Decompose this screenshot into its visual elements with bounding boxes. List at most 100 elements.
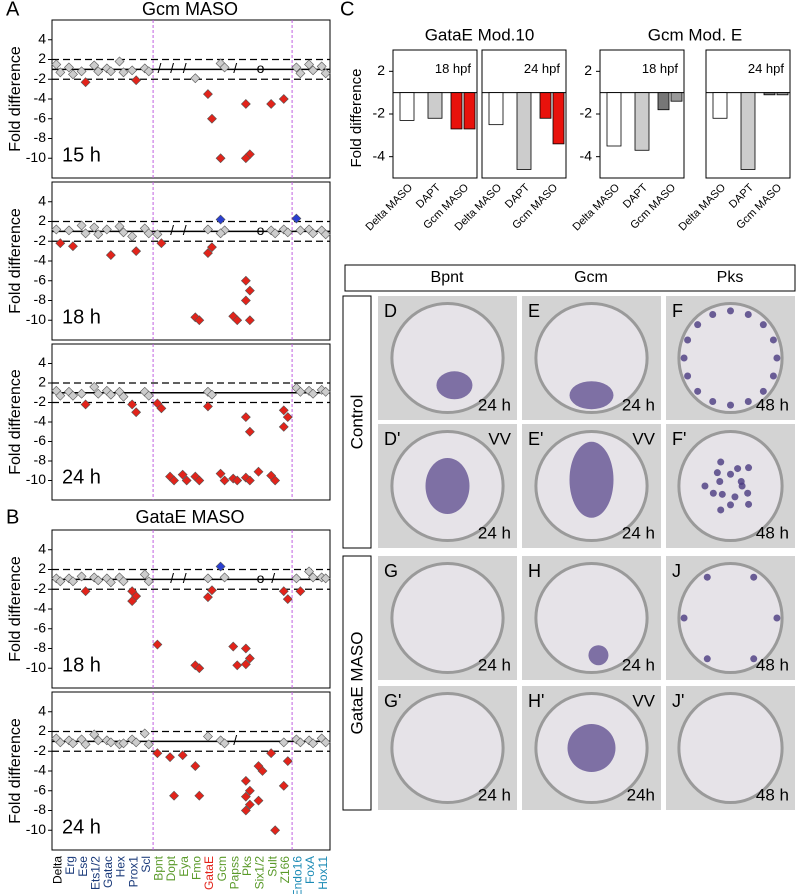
y-tick-label: -8	[34, 291, 47, 307]
stain	[727, 402, 734, 409]
data-point	[128, 66, 137, 75]
data-point	[292, 574, 301, 583]
column-header: Bpnt	[431, 269, 464, 286]
data-point	[178, 751, 187, 760]
data-point	[153, 640, 162, 649]
stage-label: 24 h	[622, 395, 655, 414]
not-measured-mark: /	[183, 60, 187, 76]
stain	[745, 501, 752, 508]
stain	[704, 574, 711, 581]
bar	[607, 93, 621, 146]
stain	[744, 490, 751, 497]
bar	[464, 93, 475, 129]
column-header: Gcm	[574, 269, 608, 286]
subtitle: 18 hpf	[435, 61, 472, 76]
stain	[727, 307, 734, 314]
not-measured-mark: /	[233, 60, 237, 76]
y-tick-label: 2	[38, 560, 46, 576]
data-point	[283, 757, 292, 766]
panel-title: GataE MASO	[135, 507, 244, 527]
bar	[671, 93, 682, 102]
stain	[588, 645, 608, 665]
view-label: VV	[488, 429, 511, 448]
panel-title: Gcm MASO	[142, 0, 238, 19]
bar	[517, 93, 531, 170]
y-axis-label: Fold difference	[7, 208, 24, 314]
data-point	[254, 796, 263, 805]
data-point	[245, 286, 254, 295]
time-label: 24 h	[62, 466, 101, 488]
stain	[716, 478, 723, 485]
data-point	[77, 221, 86, 230]
y-tick-label: -8	[34, 801, 47, 817]
stain	[760, 388, 767, 395]
stain	[568, 724, 616, 772]
y-tick-label: 2	[377, 62, 385, 78]
data-point	[279, 422, 288, 431]
y-tick-label: 2	[38, 50, 46, 66]
not-measured-mark: /	[170, 222, 174, 238]
y-axis-label: Fold difference	[7, 46, 24, 152]
y-tick-label: -2	[34, 232, 47, 248]
x-tick-label: Delta MASO	[676, 181, 728, 233]
bar	[777, 93, 788, 95]
stain	[684, 373, 691, 380]
data-point	[241, 413, 250, 422]
y-tick-label: -2	[373, 105, 386, 121]
time-label: 15 h	[62, 144, 101, 166]
stage-label: 24 h	[478, 785, 511, 804]
stain	[717, 459, 724, 466]
data-point	[203, 225, 212, 234]
data-point	[241, 99, 250, 108]
stage-label: 48 h	[756, 655, 789, 674]
data-point	[191, 762, 200, 771]
data-point	[296, 226, 305, 235]
data-point	[128, 232, 137, 241]
bar	[553, 93, 564, 144]
not-measured-mark: /	[183, 222, 187, 238]
y-tick-label: -4	[34, 90, 47, 106]
subtitle: 24 hpf	[748, 61, 785, 76]
time-label: 18 h	[62, 654, 101, 676]
data-point	[132, 408, 141, 417]
bar	[713, 93, 727, 119]
data-point	[140, 729, 149, 738]
bar	[540, 93, 551, 119]
column-header: Pks	[717, 269, 744, 286]
not-measured-mark: o	[257, 222, 265, 238]
data-point	[106, 251, 115, 260]
data-point	[267, 749, 276, 758]
data-point	[279, 738, 288, 747]
y-tick-label: 4	[38, 30, 46, 46]
data-point	[279, 781, 288, 790]
stain	[773, 615, 780, 622]
stain	[701, 483, 708, 490]
stain	[681, 615, 688, 622]
stain	[436, 371, 472, 399]
y-axis-label: Fold difference	[7, 718, 24, 824]
data-point	[283, 595, 292, 604]
stain	[681, 355, 688, 362]
stain	[704, 655, 711, 662]
data-point	[102, 225, 111, 234]
stain	[731, 493, 738, 500]
data-point	[279, 587, 288, 596]
data-point	[216, 154, 225, 163]
data-point	[216, 215, 225, 224]
y-tick-label: -6	[34, 271, 47, 287]
not-measured-mark: /	[157, 60, 161, 76]
panel-letter: D'	[384, 429, 400, 449]
data-point	[56, 239, 65, 248]
panel-letter: F'	[672, 429, 686, 449]
bar	[400, 93, 414, 121]
y-tick-label: -2	[580, 105, 593, 121]
not-measured-mark: /	[233, 732, 237, 748]
panel-letter: G'	[384, 691, 401, 711]
y-tick-label: -10	[26, 659, 46, 675]
bar	[635, 93, 649, 151]
y-tick-label: 4	[38, 354, 46, 370]
y-tick-label: -2	[34, 393, 47, 409]
stain	[770, 373, 777, 380]
y-tick-label: -6	[34, 109, 47, 125]
stain	[745, 398, 752, 405]
